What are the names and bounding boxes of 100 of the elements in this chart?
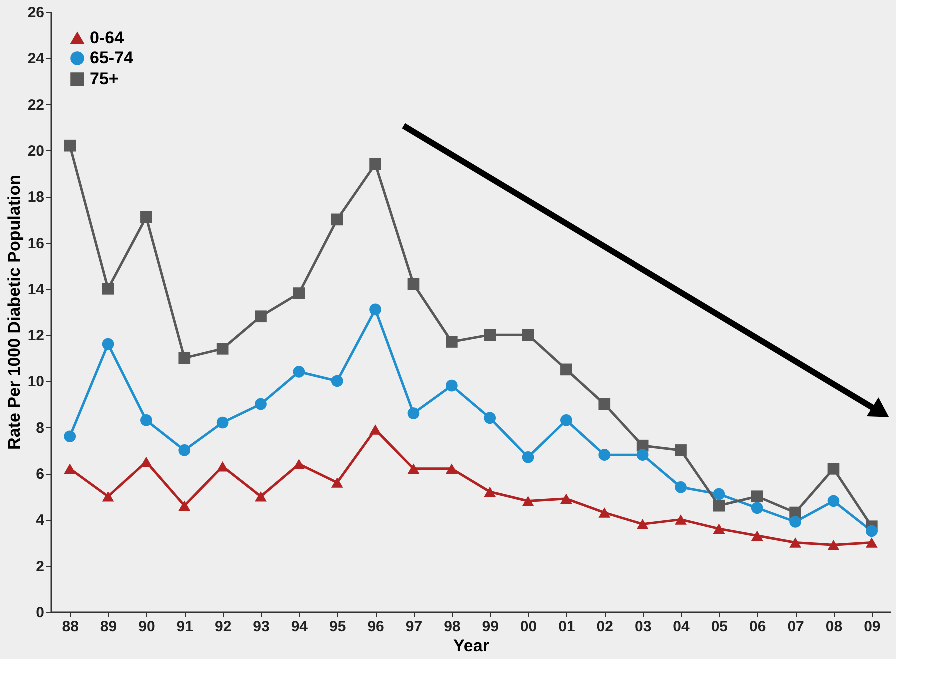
point [636, 449, 649, 461]
point [560, 414, 572, 426]
y-tick-label: 26 [28, 4, 44, 22]
legend-label: 65-74 [90, 48, 134, 68]
point [751, 490, 764, 503]
point [675, 481, 687, 494]
y-tick-label: 22 [28, 96, 44, 114]
point [64, 464, 76, 474]
point [140, 211, 152, 224]
point [64, 140, 76, 152]
point [790, 516, 802, 528]
point [370, 158, 382, 170]
x-tick-label: 89 [100, 618, 118, 636]
point [484, 486, 496, 498]
point [866, 538, 878, 548]
point [522, 451, 534, 464]
point [64, 430, 76, 443]
point [446, 336, 458, 348]
y-axis-title: Rate Per 1000 Diabetic Population [4, 175, 24, 450]
x-tick-label: 06 [750, 618, 766, 636]
y-tick-label: 2 [36, 558, 44, 576]
point [331, 478, 344, 488]
point [370, 424, 382, 435]
x-tick-label: 93 [253, 618, 270, 636]
x-tick-label: 03 [634, 618, 652, 636]
y-tick-label: 14 [28, 281, 46, 298]
point [255, 491, 267, 502]
x-tick-label: 88 [62, 618, 79, 636]
legend-label: 0-64 [90, 28, 125, 48]
x-tick-label: 99 [482, 618, 499, 636]
point [216, 461, 229, 472]
point [790, 538, 802, 548]
point [828, 495, 840, 508]
y-tick-label: 18 [28, 189, 44, 206]
point [866, 525, 878, 538]
y-tick-label: 6 [36, 466, 44, 484]
point [102, 283, 114, 295]
point [713, 500, 726, 512]
point [446, 464, 458, 474]
point [140, 456, 152, 468]
point [636, 519, 649, 530]
point [102, 338, 114, 350]
point [255, 398, 267, 410]
point [178, 352, 191, 364]
x-tick-label: 07 [788, 618, 804, 636]
x-tick-label: 90 [138, 618, 156, 636]
point [408, 408, 420, 420]
point [522, 329, 534, 341]
point [484, 412, 496, 424]
y-tick-label: 0 [36, 604, 44, 622]
x-axis-title: Year [454, 636, 490, 656]
point [102, 491, 114, 502]
x-tick-label: 00 [520, 618, 538, 636]
y-tick-label: 20 [28, 142, 44, 160]
point [828, 463, 840, 475]
point [370, 304, 382, 316]
point [446, 380, 458, 392]
point [598, 398, 611, 410]
x-tick-label: 09 [864, 618, 881, 636]
point [408, 464, 420, 474]
point [216, 343, 229, 355]
x-tick-label: 94 [291, 618, 309, 636]
point [713, 524, 726, 534]
point [675, 444, 687, 456]
x-tick-label: 02 [596, 618, 614, 636]
point [675, 514, 687, 525]
x-tick-label: 95 [330, 618, 346, 636]
y-tick-label: 16 [28, 235, 44, 252]
point [713, 488, 726, 500]
point [293, 366, 306, 378]
point [828, 540, 840, 550]
x-tick-label: 04 [673, 618, 690, 636]
legend-label: 75+ [90, 70, 119, 88]
x-tick-label: 05 [711, 618, 728, 636]
x-tick-label: 98 [444, 618, 461, 636]
x-tick-label: 92 [214, 618, 232, 636]
point [255, 310, 267, 323]
point [293, 288, 306, 300]
point [560, 494, 572, 504]
point [216, 416, 229, 429]
point [331, 375, 344, 388]
point [178, 500, 191, 511]
point [522, 496, 534, 506]
x-tick-label: 96 [368, 618, 384, 636]
x-tick-label: 01 [558, 618, 576, 636]
x-tick-label: 08 [826, 618, 843, 636]
x-tick-label: 91 [176, 618, 194, 636]
point [560, 364, 572, 376]
point [598, 449, 611, 461]
x-tick-label: 97 [406, 618, 423, 636]
point [140, 414, 152, 426]
y-tick-label: 4 [36, 512, 46, 530]
point [178, 444, 191, 456]
y-tick-label: 24 [28, 50, 46, 68]
y-tick-label: 10 [28, 374, 44, 391]
point [408, 278, 420, 290]
point [751, 502, 764, 514]
y-tick-label: 12 [28, 328, 44, 345]
y-tick-label: 8 [36, 420, 44, 437]
point [331, 214, 344, 226]
